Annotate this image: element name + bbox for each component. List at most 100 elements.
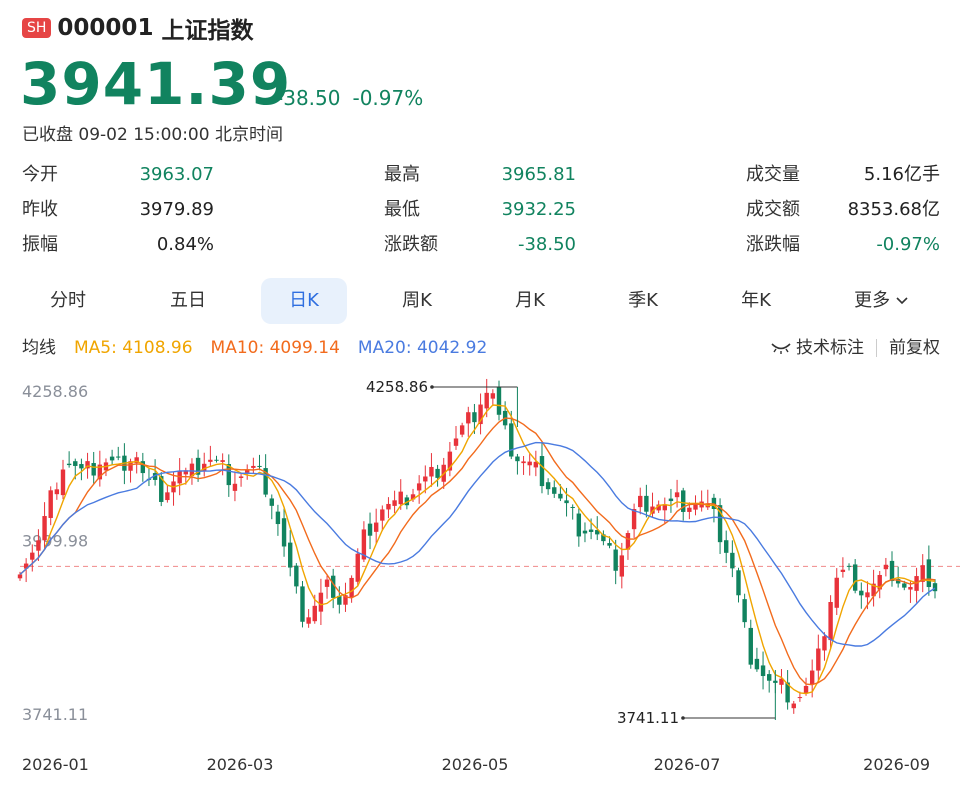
tab-quarterly-k[interactable]: 季K xyxy=(628,290,658,311)
candle xyxy=(760,651,766,690)
stats-row: 今开 3963.07 最高 3965.81 成交量 5.16亿手 xyxy=(22,160,940,194)
ma20-value: MA20: 4042.92 xyxy=(357,338,488,358)
candle xyxy=(423,465,428,494)
candle xyxy=(877,570,882,599)
tab-five-day[interactable]: 五日 xyxy=(170,290,206,311)
candle xyxy=(490,389,496,406)
ma-legend: 均线 MA5: 4108.96 MA10: 4099.14 MA20: 4042.92 xyxy=(22,336,505,360)
candle xyxy=(625,530,631,560)
tab-monthly-k[interactable]: 月K xyxy=(515,290,545,311)
candle xyxy=(539,442,545,494)
candle xyxy=(79,458,84,481)
candle xyxy=(766,670,772,693)
candle xyxy=(668,488,674,513)
candle xyxy=(852,559,858,594)
stock-name: 上证指数 xyxy=(161,18,254,44)
ma-label: 均线 xyxy=(22,338,56,358)
stat-label: 成交量 xyxy=(746,164,800,185)
change-value: -38.50 xyxy=(276,86,341,110)
candle xyxy=(791,700,796,714)
candle xyxy=(742,593,747,628)
stat-value: 5.16亿手 xyxy=(863,164,940,185)
candle xyxy=(650,492,655,518)
ma5-line xyxy=(19,404,936,695)
adjust-button[interactable]: 前复权 xyxy=(889,338,940,358)
stat-value: 0.84% xyxy=(156,234,214,255)
current-price: 3941.39 xyxy=(20,50,292,118)
stat-label: 昨收 xyxy=(22,199,58,220)
candle xyxy=(281,508,287,557)
stat-label: 今开 xyxy=(22,164,58,185)
stat-label: 最低 xyxy=(384,199,420,220)
candle xyxy=(257,454,262,471)
tab-weekly-k[interactable]: 周K xyxy=(402,290,432,311)
x-axis-label: 2026-07 xyxy=(654,755,721,774)
tab-intraday[interactable]: 分时 xyxy=(50,290,86,311)
candle xyxy=(398,479,403,510)
candle xyxy=(699,490,704,512)
candle xyxy=(552,480,557,498)
candle xyxy=(730,540,735,578)
max-marker: 4258.86 xyxy=(366,378,428,396)
candle xyxy=(816,634,821,683)
candle xyxy=(846,563,852,571)
price-change: -38.50 -0.97% xyxy=(276,86,435,110)
candle xyxy=(392,490,397,514)
candle xyxy=(324,575,330,599)
candle xyxy=(66,451,72,468)
candle xyxy=(674,479,680,508)
annotations: 4258.86 3741.11 xyxy=(366,378,776,727)
change-percent: -0.97% xyxy=(352,86,424,110)
ma10-line xyxy=(19,417,936,686)
candle xyxy=(447,441,453,477)
max-dot xyxy=(430,385,434,389)
chart-tools: 技术标注 前复权 xyxy=(770,336,940,360)
candle xyxy=(373,508,379,544)
candle xyxy=(619,542,625,589)
indicator-button[interactable]: 技术标注 xyxy=(796,338,864,358)
candle xyxy=(527,453,532,476)
candle xyxy=(466,406,471,437)
candle xyxy=(245,464,250,480)
candle xyxy=(300,580,305,628)
stat-label: 最高 xyxy=(384,164,420,185)
tab-yearly-k[interactable]: 年K xyxy=(741,290,771,311)
candle xyxy=(116,446,121,461)
candle xyxy=(840,557,846,578)
candle xyxy=(859,582,864,609)
stat-label: 涨跌幅 xyxy=(746,234,800,255)
candle xyxy=(60,459,66,500)
candle xyxy=(435,464,440,487)
stat-value: 3979.89 xyxy=(139,199,214,220)
candle xyxy=(134,451,139,474)
candle xyxy=(42,502,47,550)
candle xyxy=(785,670,790,710)
candle xyxy=(380,505,385,531)
tab-daily-k[interactable]: 日K xyxy=(261,278,347,324)
candle xyxy=(926,545,932,596)
candle xyxy=(631,503,637,538)
candle xyxy=(871,569,876,607)
candle xyxy=(386,497,391,519)
x-axis-label: 2026-01 xyxy=(22,755,89,774)
candle xyxy=(545,478,551,495)
x-axis-label: 2026-05 xyxy=(442,755,509,774)
candle xyxy=(533,450,539,477)
tab-more[interactable]: 更多 xyxy=(838,278,924,324)
candle xyxy=(656,500,661,513)
candle xyxy=(48,486,53,526)
candle xyxy=(521,456,526,475)
candle xyxy=(914,567,919,603)
candle xyxy=(576,508,582,547)
candle xyxy=(23,558,29,583)
eye-off-icon[interactable] xyxy=(770,341,792,355)
candle xyxy=(294,563,299,594)
x-axis-label: 2026-03 xyxy=(207,755,274,774)
candle xyxy=(355,548,360,586)
stat-value: -0.97% xyxy=(876,234,940,255)
candle xyxy=(613,539,618,585)
stats-grid: 今开 3963.07 最高 3965.81 成交量 5.16亿手 昨收 3979… xyxy=(22,160,940,266)
x-axis-label: 2026-09 xyxy=(863,755,930,774)
candle xyxy=(453,426,459,450)
